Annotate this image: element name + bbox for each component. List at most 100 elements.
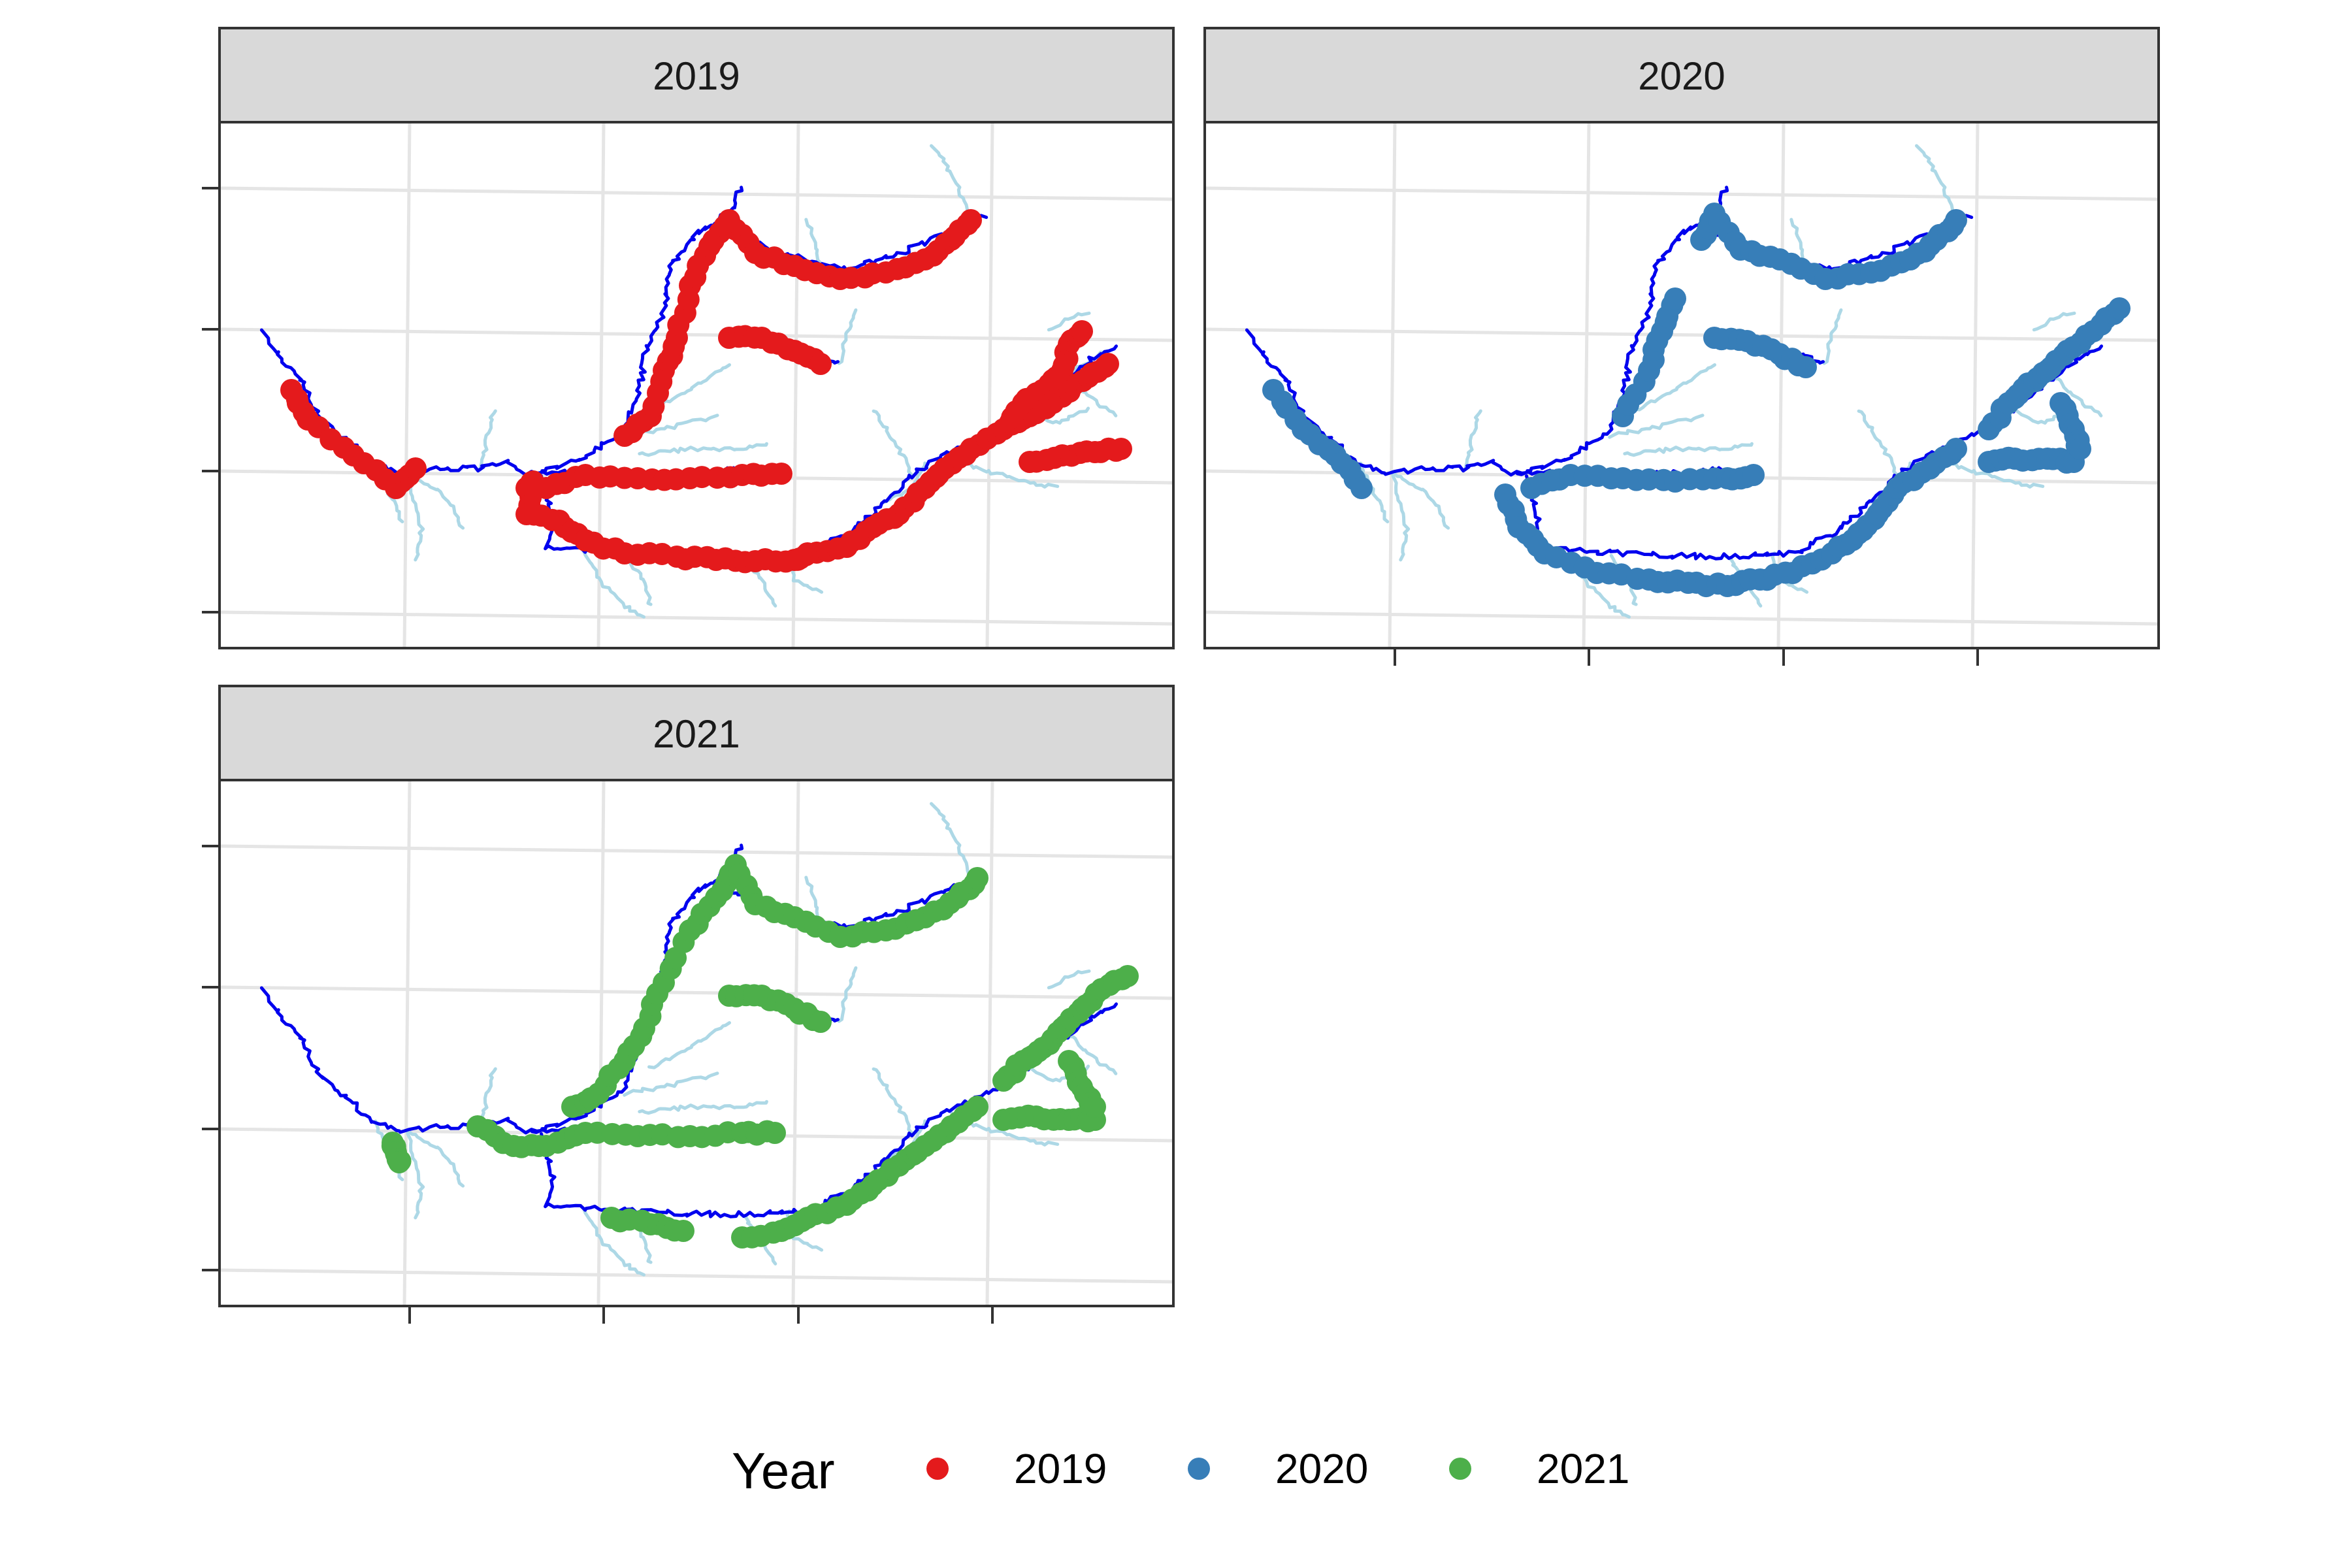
panel-border-2019 bbox=[218, 121, 1175, 649]
map-content-2021 bbox=[220, 780, 1173, 1306]
tributaries-2019 bbox=[374, 144, 1118, 619]
legend-label-2021: 2021 bbox=[1537, 1445, 1629, 1492]
detection-point bbox=[966, 867, 988, 889]
panel-2021: 2021 bbox=[202, 685, 1175, 1324]
tributary-line bbox=[406, 1129, 425, 1220]
graticule-line bbox=[220, 327, 1173, 342]
strip-2021 bbox=[218, 685, 1175, 781]
panel-2019: 2019 bbox=[202, 27, 1175, 649]
legend-item-2020: 2020 bbox=[1188, 1445, 1368, 1492]
panel-border-2020 bbox=[1203, 121, 2160, 649]
graticule-line bbox=[596, 780, 606, 1306]
detection-point bbox=[2069, 438, 2091, 460]
detection-point bbox=[1945, 438, 1967, 460]
graticule-line bbox=[1970, 122, 1980, 648]
detection-point bbox=[966, 1096, 988, 1118]
tributary-line bbox=[872, 409, 915, 479]
legend-item-2019: 2019 bbox=[926, 1445, 1107, 1492]
tributary-line bbox=[405, 1128, 465, 1188]
tributary-line bbox=[930, 802, 975, 881]
tributary-line bbox=[872, 1067, 915, 1137]
tributary-line bbox=[1633, 363, 1716, 412]
tributary-line bbox=[1857, 409, 1901, 479]
tributary-line bbox=[1391, 471, 1411, 562]
strip-label-2021: 2021 bbox=[653, 712, 740, 756]
detection-point bbox=[770, 463, 792, 485]
tributary-line bbox=[647, 1021, 731, 1070]
tributary-line bbox=[582, 550, 645, 619]
legend-title: Year bbox=[732, 1442, 835, 1499]
main-channel-line bbox=[259, 986, 542, 1135]
graticule-line bbox=[1776, 122, 1786, 648]
panel-border-2021 bbox=[218, 779, 1175, 1307]
graticule-line bbox=[1205, 186, 2159, 201]
graticule-line bbox=[1205, 610, 2159, 626]
graticule-line bbox=[220, 985, 1173, 1000]
strip-label-2020: 2020 bbox=[1638, 54, 1725, 98]
panel-2020: 2020 bbox=[1203, 27, 2160, 666]
legend-label-2020: 2020 bbox=[1275, 1445, 1368, 1492]
detection-point bbox=[388, 1151, 410, 1173]
detection-point bbox=[1795, 356, 1817, 378]
tributary-line bbox=[582, 1208, 645, 1277]
detections-2019 bbox=[280, 209, 1132, 574]
tributary-line bbox=[638, 442, 768, 457]
tributary-line bbox=[2032, 311, 2076, 332]
detection-point bbox=[1097, 353, 1119, 375]
graticule-line bbox=[402, 122, 412, 648]
legend-label-2019: 2019 bbox=[1014, 1445, 1107, 1492]
graticule-line bbox=[985, 780, 994, 1306]
tributary-line bbox=[1047, 311, 1091, 332]
strip-2020 bbox=[1203, 27, 2160, 123]
tributaries-2020 bbox=[1359, 144, 2103, 619]
detection-point bbox=[1350, 477, 1373, 499]
y-ticks-2019 bbox=[202, 187, 220, 613]
tributary-line bbox=[837, 308, 858, 365]
tributary-line bbox=[1047, 969, 1091, 990]
tributary-line bbox=[2053, 377, 2103, 417]
detection-point bbox=[1664, 287, 1686, 310]
detections-2021 bbox=[381, 854, 1139, 1249]
graticule-line bbox=[220, 844, 1173, 859]
legend-item-2021: 2021 bbox=[1449, 1445, 1629, 1492]
detection-point bbox=[672, 1220, 694, 1242]
tributary-line bbox=[638, 1100, 768, 1115]
graticule-line bbox=[1205, 327, 2159, 342]
detection-point bbox=[404, 457, 427, 480]
map-content-2019 bbox=[220, 122, 1173, 648]
graticule-line bbox=[1388, 122, 1397, 648]
detection-point bbox=[960, 209, 982, 231]
detection-point bbox=[764, 1122, 786, 1144]
detection-point bbox=[1945, 209, 1967, 231]
tributary-line bbox=[623, 1071, 719, 1097]
tributary-line bbox=[1623, 442, 1754, 457]
detection-point bbox=[1084, 1096, 1106, 1118]
graticule-line bbox=[220, 610, 1173, 626]
tributary-line bbox=[1463, 409, 1482, 472]
tributary-line bbox=[478, 1067, 497, 1130]
y-ticks-2021 bbox=[202, 845, 220, 1271]
graticule-line bbox=[220, 1268, 1173, 1284]
detection-point bbox=[809, 353, 832, 375]
tributary-line bbox=[804, 218, 823, 272]
detections-2020 bbox=[1262, 203, 2131, 598]
tributary-line bbox=[837, 966, 858, 1023]
graticule-line bbox=[402, 780, 412, 1306]
detection-point bbox=[809, 1011, 832, 1033]
strip-2019 bbox=[218, 27, 1175, 123]
legend: Year 2019 2020 2021 bbox=[732, 1442, 1629, 1499]
detection-point bbox=[1110, 438, 1132, 460]
tributary-line bbox=[1068, 1035, 1118, 1075]
detection-point bbox=[1117, 965, 1139, 987]
graticule-line bbox=[596, 122, 606, 648]
x-ticks-2021 bbox=[408, 1306, 994, 1324]
tributary-line bbox=[478, 409, 497, 472]
graticule-line bbox=[220, 186, 1173, 201]
x-ticks-2020 bbox=[1394, 648, 1979, 666]
graticule-line bbox=[985, 122, 994, 648]
main-channel-line bbox=[540, 186, 744, 473]
map-content-2020 bbox=[1205, 122, 2159, 648]
tributary-line bbox=[930, 144, 975, 223]
detection-point bbox=[2108, 297, 2131, 319]
